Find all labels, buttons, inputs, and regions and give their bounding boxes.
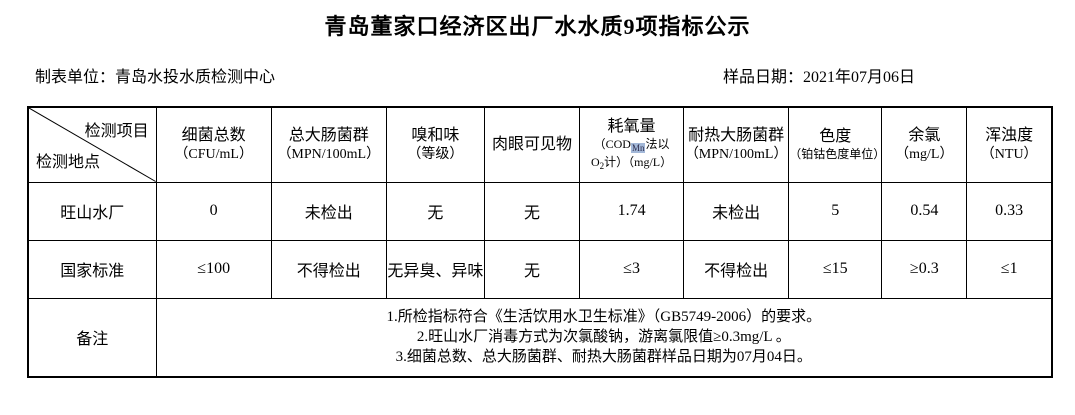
cell-total-coliform: 不得检出 <box>270 239 387 299</box>
header-name: 总大肠菌群 <box>288 126 369 144</box>
row-label: 国家标准 <box>27 239 157 299</box>
remark-line-2: 2.旺山水厂消毒方式为次氯酸钠，游离氯限值≥0.3mg/L 。 <box>416 329 791 346</box>
cell-total-coliform: 未检出 <box>270 181 387 241</box>
meta-row: 制表单位：青岛水投水质检测中心 样品日期：2021年07月06日 <box>0 59 1075 93</box>
cell-residual-chlorine: 0.54 <box>881 181 968 241</box>
cell-chroma: ≤15 <box>788 239 883 299</box>
remark-label: 备注 <box>27 297 157 378</box>
header-unit: （NTU） <box>980 146 1038 162</box>
header-name: 浑浊度 <box>985 126 1034 144</box>
cell-chroma: 5 <box>788 181 883 241</box>
cell-odor-taste: 无异臭、异味 <box>385 239 485 299</box>
header-name: 耗氧量 <box>607 117 656 135</box>
header-cell-odor-taste: 嗅和味 （等级） <box>385 106 485 183</box>
remark-line-3: 3.细菌总数、总大肠菌群、耐热大肠菌群样品日期为07月04日。 <box>395 349 812 366</box>
header-unit: （MPN/100mL） <box>684 146 788 162</box>
producer-label: 制表单位：青岛水投水质检测中心 <box>35 69 276 86</box>
cell-odor-taste: 无 <box>385 181 485 241</box>
header-cell-turbidity: 浑浊度 （NTU） <box>966 106 1053 183</box>
cell-bacteria-count: 0 <box>155 181 272 241</box>
header-name: 余氯 <box>908 126 941 144</box>
header-cell-bacteria-count: 细菌总数 （CFU/mL） <box>155 106 272 183</box>
cell-bacteria-count: ≤100 <box>155 239 272 299</box>
header-cell-visible-matter: 肉眼可见物 <box>483 106 581 183</box>
table-row-national-standard: 国家标准 ≤100 不得检出 无异臭、异味 无 ≤3 不得检出 ≤15 ≥0.3… <box>27 239 1053 299</box>
header-cell-residual-chlorine: 余氯 （mg/L） <box>881 106 968 183</box>
cod-subscript: Mn <box>630 142 646 153</box>
header-name: 耐热大肠菌群 <box>688 126 785 144</box>
header-unit-line2: O2计）（mg/L） <box>590 154 673 171</box>
header-cell-oxygen-consumption: 耗氧量 （CODMn法以 O2计）（mg/L） <box>579 106 685 183</box>
cell-visible-matter: 无 <box>483 181 581 241</box>
diagonal-divider-line <box>29 108 156 182</box>
cell-residual-chlorine: ≥0.3 <box>881 239 968 299</box>
water-quality-table: 检测项目 检测地点 细菌总数 （CFU/mL） 总大肠菌群 （MPN/100mL… <box>27 106 1053 378</box>
table-row-remarks: 备注 1.所检指标符合《生活饮用水卫生标准》（GB5749-2006）的要求。 … <box>27 297 1053 378</box>
cell-thermotolerant-coliform: 不得检出 <box>683 239 790 299</box>
cell-visible-matter: 无 <box>483 239 581 299</box>
header-unit: （MPN/100mL） <box>277 146 381 162</box>
cell-thermotolerant-coliform: 未检出 <box>683 181 790 241</box>
cell-turbidity: 0.33 <box>966 181 1053 241</box>
header-name: 色度 <box>819 128 852 146</box>
page-title: 青岛董家口经济区出厂水水质9项指标公示 <box>324 14 751 39</box>
corner-label-items: 检测项目 <box>84 123 149 140</box>
header-cell-thermotolerant-coliform: 耐热大肠菌群 （MPN/100mL） <box>683 106 790 183</box>
header-name: 细菌总数 <box>181 126 246 144</box>
header-unit: （CFU/mL） <box>174 146 253 162</box>
header-name: 嗅和味 <box>411 126 460 144</box>
corner-header-cell: 检测项目 检测地点 <box>27 106 157 183</box>
header-cell-chroma: 色度 （铂钴色度单位） <box>788 106 883 183</box>
header-unit: （铂钴色度单位） <box>789 147 882 162</box>
sample-date-label: 样品日期：2021年07月06日 <box>723 69 916 86</box>
row-label: 旺山水厂 <box>27 181 157 241</box>
o2-subscript: 2 <box>599 160 605 171</box>
header-unit: （mg/L） <box>895 146 954 162</box>
header-unit: （等级） <box>407 146 464 162</box>
cell-oxygen-consumption: ≤3 <box>579 239 685 299</box>
table-header-row: 检测项目 检测地点 细菌总数 （CFU/mL） 总大肠菌群 （MPN/100mL… <box>27 106 1053 183</box>
header-name: 肉眼可见物 <box>491 135 572 153</box>
header-cell-total-coliform: 总大肠菌群 （MPN/100mL） <box>270 106 387 183</box>
header-unit-line1: （CODMn法以 <box>593 136 670 153</box>
corner-label-location: 检测地点 <box>36 154 101 171</box>
cell-turbidity: ≤1 <box>966 239 1053 299</box>
cell-oxygen-consumption: 1.74 <box>579 181 685 241</box>
remark-content-cell: 1.所检指标符合《生活饮用水卫生标准》（GB5749-2006）的要求。 2.旺… <box>155 297 1053 378</box>
remark-line-1: 1.所检指标符合《生活饮用水卫生标准》（GB5749-2006）的要求。 <box>386 309 822 326</box>
table-row-wangshan-plant: 旺山水厂 0 未检出 无 无 1.74 未检出 5 0.54 0.33 <box>27 181 1053 241</box>
